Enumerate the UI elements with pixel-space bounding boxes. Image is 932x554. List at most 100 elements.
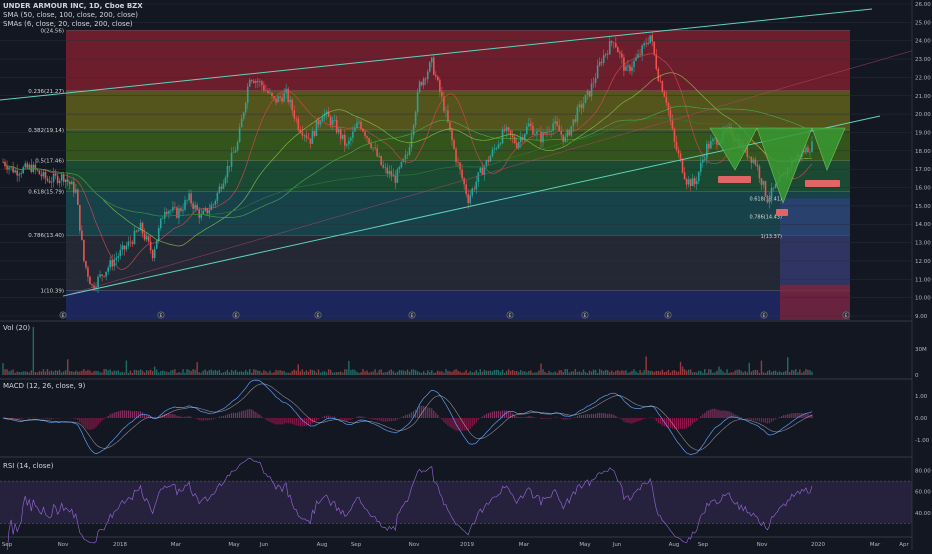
macd-histogram-bar bbox=[716, 410, 717, 418]
rsi-pane-label[interactable]: RSI (14, close) bbox=[3, 462, 53, 470]
volume-bar bbox=[148, 371, 149, 375]
candle-body bbox=[676, 142, 678, 150]
volume-bar bbox=[399, 370, 400, 375]
candle-body bbox=[6, 166, 8, 169]
candle-body bbox=[180, 208, 182, 210]
candle-body bbox=[293, 110, 295, 118]
macd-histogram-bar bbox=[326, 416, 327, 418]
candle-body bbox=[105, 272, 107, 277]
candle-body bbox=[184, 200, 186, 209]
candle-body bbox=[664, 92, 666, 97]
macd-histogram-bar bbox=[253, 411, 254, 418]
macd-histogram-bar bbox=[781, 416, 782, 418]
macd-pane-label[interactable]: MACD (12, 26, close, 9) bbox=[3, 382, 85, 390]
candle-body bbox=[451, 130, 453, 140]
volume-bar bbox=[257, 371, 258, 375]
macd-histogram-bar bbox=[575, 417, 576, 418]
volume-bar bbox=[690, 369, 691, 375]
candle-body bbox=[494, 149, 496, 150]
fib-band bbox=[66, 30, 850, 90]
candle-body bbox=[480, 168, 482, 173]
volume-bar bbox=[267, 373, 268, 375]
volume-bar bbox=[39, 371, 40, 375]
volume-bar bbox=[684, 369, 685, 375]
macd-histogram-bar bbox=[45, 418, 46, 419]
macd-histogram-bar bbox=[443, 418, 444, 422]
legend-sma-50[interactable]: SMA (50, close, 100, close, 200, close) bbox=[3, 11, 143, 20]
volume-bar bbox=[176, 373, 177, 375]
macd-histogram-bar bbox=[449, 418, 450, 427]
volume-bar bbox=[397, 372, 398, 375]
chart-legend: UNDER ARMOUR INC, 1D, Cboe BZX SMA (50, … bbox=[3, 2, 143, 29]
candle-body bbox=[8, 167, 10, 169]
candle-body bbox=[698, 172, 700, 181]
macd-histogram-bar bbox=[627, 418, 628, 423]
macd-histogram-bar bbox=[421, 406, 422, 418]
volume-bar bbox=[526, 372, 527, 375]
candle-body bbox=[690, 179, 692, 186]
price-tick-label: 18.00 bbox=[915, 149, 931, 155]
volume-bar bbox=[328, 369, 329, 375]
candle-body bbox=[217, 193, 219, 201]
volume-bar bbox=[366, 371, 367, 375]
volume-bar bbox=[310, 370, 311, 375]
volume-bar bbox=[71, 371, 72, 375]
candle-body bbox=[708, 144, 710, 149]
legend-sma-6[interactable]: SMAs (6, close, 20, close, 200, close) bbox=[3, 20, 143, 29]
macd-histogram-bar bbox=[569, 418, 570, 419]
time-tick-label: Mar bbox=[870, 542, 881, 548]
vol-pane-label[interactable]: Vol (20) bbox=[3, 324, 30, 332]
candle-body bbox=[338, 129, 340, 132]
volume-bar bbox=[514, 371, 515, 375]
macd-histogram-bar bbox=[783, 415, 784, 418]
macd-histogram-bar bbox=[178, 416, 179, 418]
volume-bar bbox=[203, 371, 204, 375]
macd-histogram-bar bbox=[251, 410, 252, 418]
volume-bar bbox=[37, 372, 38, 375]
volume-bar bbox=[500, 372, 501, 375]
legend-symbol[interactable]: UNDER ARMOUR INC, 1D, Cboe BZX bbox=[3, 2, 143, 11]
candle-body bbox=[435, 75, 437, 77]
projection-band bbox=[780, 198, 850, 292]
volume-bar bbox=[180, 373, 181, 375]
volume-bar bbox=[320, 373, 321, 375]
candle-body bbox=[591, 84, 593, 97]
volume-bar bbox=[773, 371, 774, 375]
candle-body bbox=[22, 167, 24, 173]
macd-histogram-bar bbox=[59, 418, 60, 419]
volume-bar bbox=[51, 371, 52, 375]
volume-bar bbox=[14, 373, 15, 375]
volume-bar bbox=[77, 371, 78, 375]
price-tick-label: 16.00 bbox=[915, 186, 931, 192]
candle-body bbox=[544, 132, 546, 134]
candle-body bbox=[633, 61, 635, 67]
macd-histogram-bar bbox=[779, 417, 780, 418]
macd-histogram-bar bbox=[182, 417, 183, 418]
volume-bar bbox=[318, 370, 319, 375]
volume-bar bbox=[114, 371, 115, 375]
candle-body bbox=[498, 144, 500, 148]
volume-bar bbox=[492, 371, 493, 375]
candle-body bbox=[99, 274, 101, 276]
candle-body bbox=[77, 189, 79, 205]
candle-body bbox=[526, 126, 528, 134]
candle-body bbox=[805, 147, 807, 152]
candle-body bbox=[14, 170, 16, 172]
candle-body bbox=[120, 250, 122, 256]
candle-body bbox=[411, 135, 413, 147]
macd-histogram-bar bbox=[288, 418, 289, 423]
volume-bar bbox=[261, 373, 262, 375]
candle-body bbox=[162, 218, 164, 219]
candle-body bbox=[186, 200, 188, 201]
candle-body bbox=[662, 81, 664, 92]
candle-body bbox=[384, 168, 386, 169]
candle-body bbox=[103, 276, 105, 277]
macd-histogram-bar bbox=[429, 408, 430, 418]
volume-bar bbox=[534, 372, 535, 375]
volume-bar bbox=[99, 372, 100, 375]
volume-bar bbox=[233, 371, 234, 375]
price-tick-label: 14.00 bbox=[915, 222, 931, 228]
volume-bar bbox=[516, 371, 517, 375]
candle-body bbox=[164, 212, 166, 219]
